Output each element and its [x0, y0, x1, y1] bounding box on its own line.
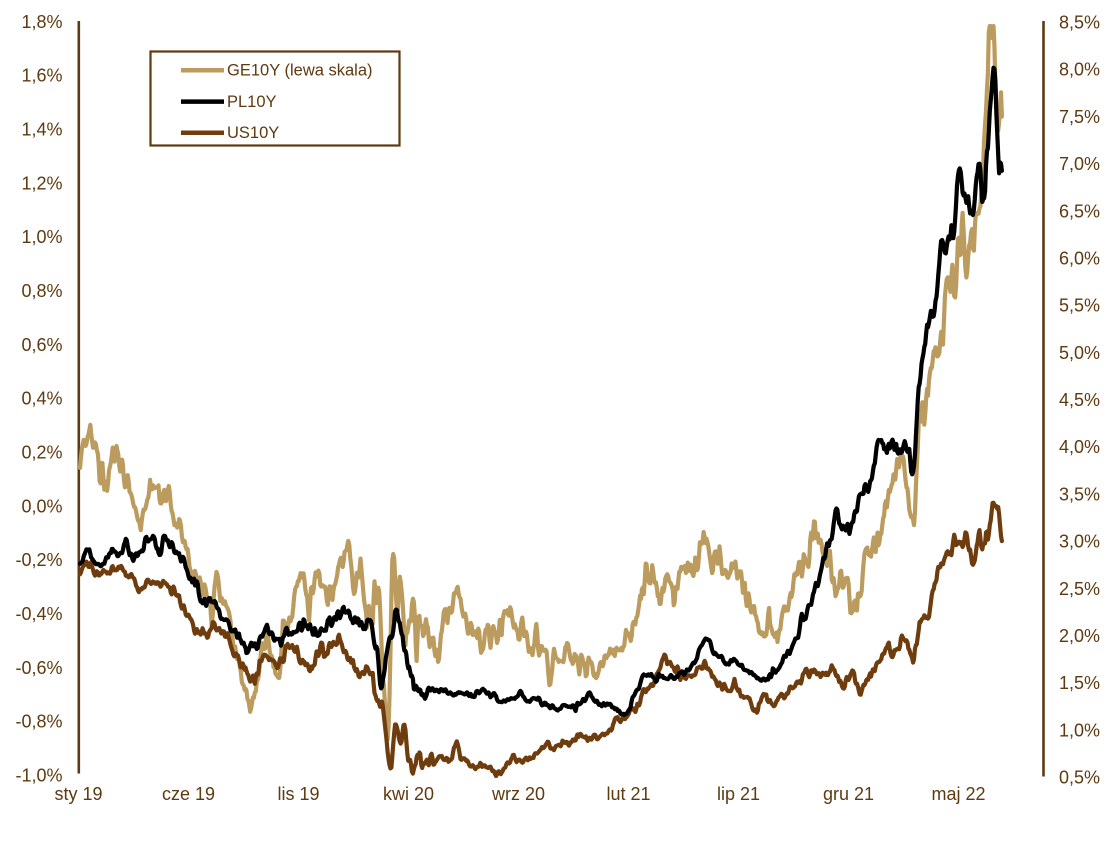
svg-text:1,0%: 1,0% [1059, 720, 1100, 740]
svg-text:1,5%: 1,5% [1059, 673, 1100, 693]
svg-text:2,5%: 2,5% [1059, 579, 1100, 599]
svg-text:-1,0%: -1,0% [15, 766, 62, 786]
svg-text:kwi 20: kwi 20 [383, 784, 434, 804]
svg-text:1,4%: 1,4% [21, 120, 62, 140]
svg-text:lip 21: lip 21 [717, 784, 760, 804]
svg-text:GE10Y (lewa skala): GE10Y (lewa skala) [227, 62, 373, 80]
svg-text:-0,2%: -0,2% [15, 550, 62, 570]
svg-text:0,6%: 0,6% [21, 335, 62, 355]
svg-text:lis 19: lis 19 [277, 784, 319, 804]
svg-text:0,5%: 0,5% [1059, 768, 1100, 788]
svg-text:0,0%: 0,0% [21, 496, 62, 516]
svg-text:0,2%: 0,2% [21, 443, 62, 463]
svg-text:8,5%: 8,5% [1059, 13, 1100, 33]
svg-text:-0,6%: -0,6% [15, 658, 62, 678]
svg-text:1,0%: 1,0% [21, 227, 62, 247]
svg-text:4,5%: 4,5% [1059, 390, 1100, 410]
svg-text:0,4%: 0,4% [21, 389, 62, 409]
svg-text:-0,8%: -0,8% [15, 712, 62, 732]
svg-text:1,6%: 1,6% [21, 66, 62, 86]
svg-text:US10Y: US10Y [227, 124, 279, 142]
svg-text:gru 21: gru 21 [823, 784, 874, 804]
svg-text:maj 22: maj 22 [931, 784, 985, 804]
svg-text:4,0%: 4,0% [1059, 437, 1100, 457]
svg-text:8,0%: 8,0% [1059, 60, 1100, 80]
svg-text:7,0%: 7,0% [1059, 154, 1100, 174]
svg-text:cze 19: cze 19 [162, 784, 215, 804]
svg-text:wrz 20: wrz 20 [491, 784, 545, 804]
svg-text:-0,4%: -0,4% [15, 604, 62, 624]
svg-text:2,0%: 2,0% [1059, 626, 1100, 646]
svg-text:lut 21: lut 21 [606, 784, 650, 804]
svg-text:3,0%: 3,0% [1059, 532, 1100, 552]
svg-text:3,5%: 3,5% [1059, 484, 1100, 504]
svg-text:6,5%: 6,5% [1059, 201, 1100, 221]
svg-text:5,0%: 5,0% [1059, 343, 1100, 363]
svg-text:7,5%: 7,5% [1059, 107, 1100, 127]
svg-text:6,0%: 6,0% [1059, 248, 1100, 268]
svg-text:1,2%: 1,2% [21, 173, 62, 193]
svg-text:PL10Y: PL10Y [227, 93, 277, 111]
svg-text:sty 19: sty 19 [54, 784, 102, 804]
svg-text:0,8%: 0,8% [21, 281, 62, 301]
svg-text:1,8%: 1,8% [21, 12, 62, 32]
svg-text:5,5%: 5,5% [1059, 296, 1100, 316]
